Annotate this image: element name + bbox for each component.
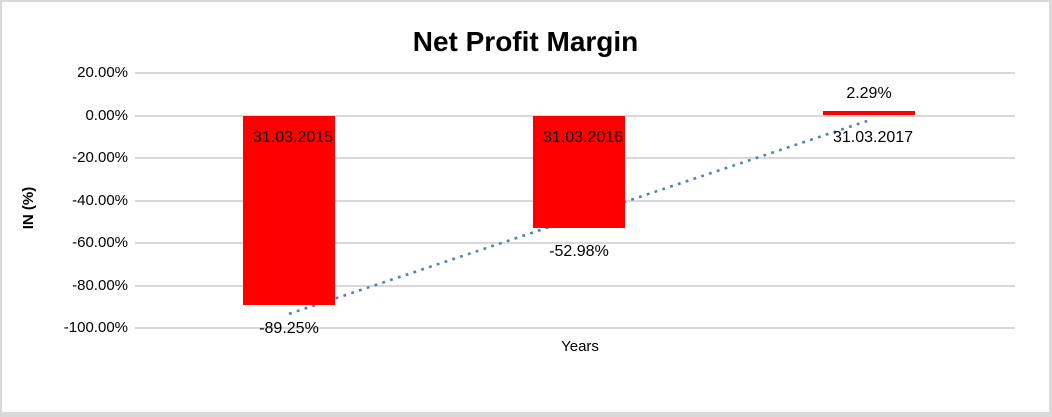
bar xyxy=(243,115,335,306)
y-axis-tick-label: 0.00% xyxy=(85,106,128,124)
y-axis-tick-label: -100.00% xyxy=(63,319,128,336)
bar xyxy=(823,110,915,116)
y-axis-tick-label: -20.00% xyxy=(72,149,128,166)
value-label: 2.29% xyxy=(846,84,892,102)
gridline xyxy=(135,72,1015,74)
bar xyxy=(533,115,625,229)
category-label: 31.03.2017 xyxy=(832,129,914,146)
y-axis-tick-label: 20.00% xyxy=(77,64,128,81)
value-label: -89.25% xyxy=(259,320,319,338)
y-axis-tick-label: -40.00% xyxy=(72,191,128,209)
value-label: -52.98% xyxy=(549,243,609,261)
chart-title: Net Profit Margin xyxy=(412,26,639,57)
category-label: 31.03.2015 xyxy=(252,129,334,146)
gridline xyxy=(135,327,1015,329)
y-axis-tick-label: -80.00% xyxy=(72,276,128,294)
category-label: 31.03.2016 xyxy=(542,129,624,146)
y-axis-tick-label: -60.00% xyxy=(72,234,128,251)
x-axis-title: Years xyxy=(561,338,599,355)
